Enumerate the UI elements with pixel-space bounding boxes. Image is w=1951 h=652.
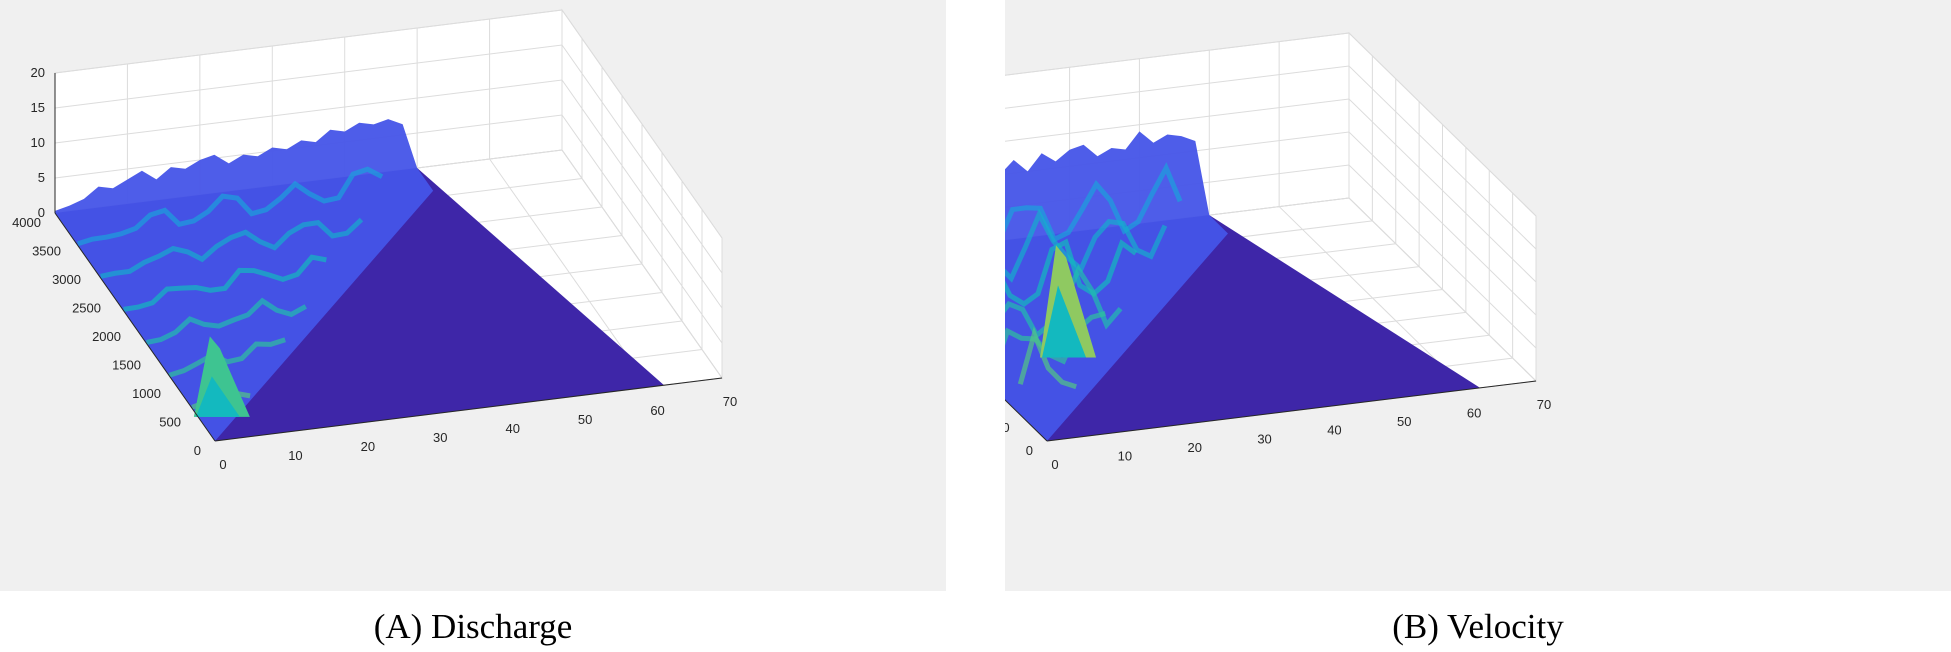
discharge-surface-plot: 0102030405060700500100015002000250030003… (12, 8, 737, 472)
x-tick-label: 60 (650, 403, 664, 418)
surface-wave-band (1017, 326, 1077, 390)
discharge-caption: (A) Discharge (373, 607, 573, 646)
y-tick-label: 3500 (32, 244, 61, 259)
x-tick-label: 20 (361, 439, 375, 454)
x-axis-line (214, 377, 723, 442)
y-tick-label: 0 (1026, 443, 1033, 458)
z-tick-label: 0 (38, 205, 45, 220)
surface-body (1005, 131, 1228, 441)
y-tick-label: 2500 (72, 301, 101, 316)
surface-wave-band (1005, 238, 1138, 307)
x-tick-label: 10 (1118, 448, 1132, 463)
x-tick-label: 20 (1187, 440, 1201, 455)
x-tick-label: 70 (723, 394, 737, 409)
y-tick-label: 500 (1005, 420, 1010, 435)
surface-wave-band (1005, 208, 1168, 283)
x-tick-label: 10 (288, 448, 302, 463)
x-tick-label: 0 (219, 457, 226, 472)
surface-peak-base (1042, 285, 1087, 358)
velocity-panel: 0102030405060700500100015002000250030003… (1005, 0, 1951, 591)
y-tick-label: 1500 (112, 358, 141, 373)
x-tick-label: 0 (1051, 457, 1058, 472)
surface-wave-band (145, 297, 307, 345)
x-tick-label: 50 (578, 412, 592, 427)
surface-wave-band (77, 166, 384, 247)
x-tick-label: 30 (1257, 431, 1271, 446)
x-tick-label: 40 (1327, 423, 1341, 438)
z-tick-label: 5 (38, 170, 45, 185)
y-tick-label: 1000 (132, 386, 161, 401)
y-axis-line (1005, 399, 1048, 442)
x-tick-label: 60 (1467, 406, 1481, 421)
y-axis-line (54, 212, 216, 442)
x-axis-line (1046, 380, 1537, 442)
x-tick-label: 70 (1537, 397, 1551, 412)
x-tick-label: 50 (1397, 414, 1411, 429)
surface-wave-band (1005, 162, 1183, 243)
surface-wave-band (123, 254, 327, 312)
surface-wave-band (168, 337, 286, 378)
y-tick-label: 4000 (12, 215, 41, 230)
x-tick-label: 30 (433, 430, 447, 445)
surface-peak-base (195, 376, 240, 417)
y-tick-label: 0 (194, 443, 201, 458)
z-tick-label: 10 (31, 135, 45, 150)
velocity-caption: (B) Velocity (1392, 607, 1564, 646)
y-tick-label: 3000 (52, 272, 81, 287)
z-tick-label: 15 (31, 100, 45, 115)
y-tick-label: 500 (159, 415, 181, 430)
velocity-surface-plot: 0102030405060700500100015002000250030003… (1005, 31, 1551, 472)
discharge-panel: 0 10 20 30 40 50 60 70 0 500 1000 1500 2000 2500 3000 3… (0, 0, 946, 591)
x-tick-label: 40 (505, 421, 519, 436)
y-tick-label: 2000 (92, 329, 121, 344)
surface-wave-band (1005, 264, 1123, 339)
z-tick-label: 20 (31, 65, 45, 80)
surface-wave-band (100, 217, 364, 279)
